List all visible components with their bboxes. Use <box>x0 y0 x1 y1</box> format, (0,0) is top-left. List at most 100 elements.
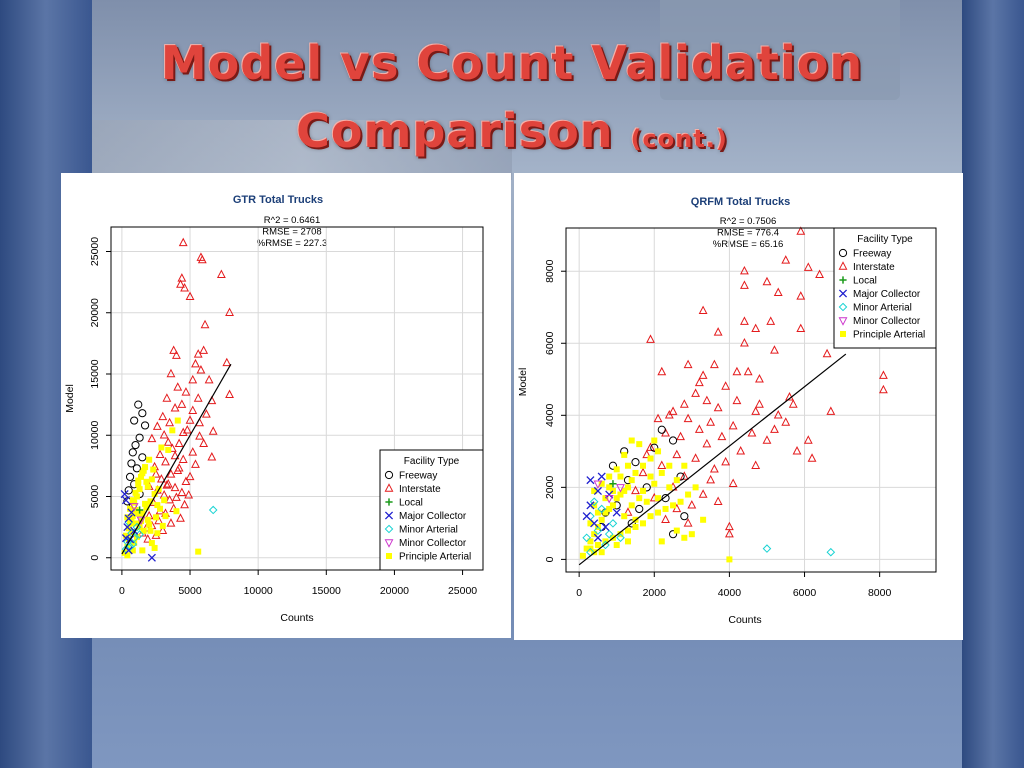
gtr-point-interstate <box>170 482 180 492</box>
gtr-point-interstate <box>177 273 187 282</box>
gtr-point-interstate <box>152 421 162 430</box>
qrfm-point-principle-arterial <box>591 487 598 494</box>
qrfm-point-interstate <box>781 255 791 264</box>
qrfm-x-tick-label: 0 <box>576 587 582 599</box>
qrfm-point-interstate <box>755 399 764 408</box>
gtr-point-freeway <box>138 409 147 418</box>
qrfm-point-interstate <box>683 518 693 527</box>
gtr-point-principle-arterial <box>140 527 147 534</box>
gtr-point-interstate <box>171 350 181 359</box>
qrfm-point-minor-arterial <box>597 504 606 514</box>
qrfm-point-minor-arterial <box>589 497 599 507</box>
qrfm-point-interstate <box>762 435 772 444</box>
qrfm-point-principle-arterial <box>617 473 624 480</box>
qrfm-point-interstate <box>702 395 712 405</box>
qrfm-point-interstate <box>807 453 817 462</box>
qrfm-point-interstate <box>796 291 806 300</box>
qrfm-point-principle-arterial <box>666 462 673 469</box>
gtr-point-principle-arterial <box>147 498 154 505</box>
gtr-point-interstate <box>222 357 232 367</box>
qrfm-point-principle-arterial <box>609 487 616 494</box>
qrfm-legend-marker-principle-arterial <box>840 331 846 337</box>
qrfm-point-principle-arterial <box>598 480 605 487</box>
qrfm-point-principle-arterial <box>673 527 680 534</box>
qrfm-point-interstate <box>698 489 708 498</box>
qrfm-point-minor-arterial <box>826 547 836 557</box>
qrfm-point-major-collector <box>593 533 602 542</box>
gtr-point-principle-arterial <box>137 473 144 480</box>
gtr-point-interstate <box>155 449 165 459</box>
qrfm-point-interstate <box>638 467 648 477</box>
qrfm-legend-marker-local <box>839 276 847 284</box>
qrfm-plot-border <box>565 227 937 573</box>
qrfm-point-interstate <box>717 431 727 441</box>
qrfm-x-tick-label: 6000 <box>793 587 817 599</box>
gtr-point-principle-arterial <box>135 477 142 484</box>
qrfm-point-interstate <box>698 370 708 379</box>
gtr-point-interstate <box>199 438 209 448</box>
qrfm-point-interstate <box>796 323 806 333</box>
qrfm-legend-marker-major-collector <box>838 289 848 298</box>
qrfm-point-principle-arterial <box>591 531 598 538</box>
qrfm-point-interstate <box>687 500 697 509</box>
gtr-point-interstate <box>170 450 180 460</box>
qrfm-point-interstate <box>803 435 813 444</box>
gtr-point-principle-arterial <box>127 520 134 527</box>
qrfm-point-freeway <box>668 530 678 539</box>
gtr-point-principle-arterial <box>129 547 136 554</box>
gtr-point-minor-arterial <box>132 522 142 532</box>
qrfm-point-principle-arterial <box>655 509 662 516</box>
qrfm-x-tick-label: 2000 <box>643 587 667 599</box>
gtr-point-principle-arterial <box>146 456 153 463</box>
qrfm-point-principle-arterial <box>628 502 635 509</box>
gtr-point-principle-arterial <box>154 530 161 537</box>
qrfm-point-principle-arterial <box>624 462 631 469</box>
gtr-y-tick-label: 0 <box>89 555 101 561</box>
qrfm-y-tick-label: 0 <box>544 556 556 562</box>
qrfm-point-minor-arterial <box>601 540 610 550</box>
qrfm-points-group <box>579 226 888 563</box>
gtr-point-principle-arterial <box>161 497 168 504</box>
gtr-y-tick-label: 20000 <box>89 298 101 327</box>
qrfm-point-minor-collector <box>593 480 603 490</box>
gtr-point-interstate <box>181 476 191 485</box>
gtr-point-interstate <box>162 393 172 402</box>
qrfm-point-principle-arterial <box>685 491 692 498</box>
gtr-point-freeway <box>127 459 136 468</box>
qrfm-point-major-collector <box>593 486 602 496</box>
gtr-point-interstate <box>159 429 169 439</box>
qrfm-point-local <box>609 480 617 488</box>
qrfm-point-minor-arterial <box>582 533 591 543</box>
qrfm-point-interstate <box>694 424 704 433</box>
gtr-point-major-collector <box>123 523 132 532</box>
gtr-point-interstate <box>158 411 168 421</box>
gtr-point-interstate <box>166 518 176 527</box>
gtr-point-principle-arterial <box>174 417 181 424</box>
slide-title-line2: Comparison (cont.) <box>0 104 1024 158</box>
gtr-point-interstate <box>158 525 168 534</box>
gtr-legend-box <box>379 449 484 571</box>
qrfm-point-principle-arterial <box>617 491 624 498</box>
gtr-legend-marker-minor-collector <box>384 539 394 548</box>
qrfm-point-principle-arterial <box>640 487 647 494</box>
qrfm-point-interstate <box>709 464 719 473</box>
highway-sign <box>660 0 900 100</box>
gtr-point-interstate <box>200 319 210 329</box>
gtr-point-interstate <box>181 387 191 396</box>
qrfm-legend-marker-interstate <box>838 261 848 270</box>
gtr-plot-border <box>110 226 484 571</box>
qrfm-point-interstate <box>683 359 693 369</box>
gtr-point-major-collector <box>121 496 131 505</box>
qrfm-point-freeway <box>668 436 678 445</box>
qrfm-point-interstate <box>740 265 749 275</box>
qrfm-point-major-collector <box>582 512 591 521</box>
gtr-point-principle-arterial <box>147 527 154 534</box>
gtr-point-interstate <box>162 480 172 489</box>
qrfm-point-principle-arterial <box>606 484 613 491</box>
qrfm-legend-label-minor-arterial: Minor Arterial <box>853 303 912 314</box>
gtr-point-interstate <box>204 374 214 384</box>
qrfm-point-major-collector <box>612 508 621 517</box>
qrfm-point-interstate <box>691 388 701 397</box>
gtr-point-major-collector <box>121 534 131 543</box>
gtr-point-minor-arterial <box>125 542 135 552</box>
